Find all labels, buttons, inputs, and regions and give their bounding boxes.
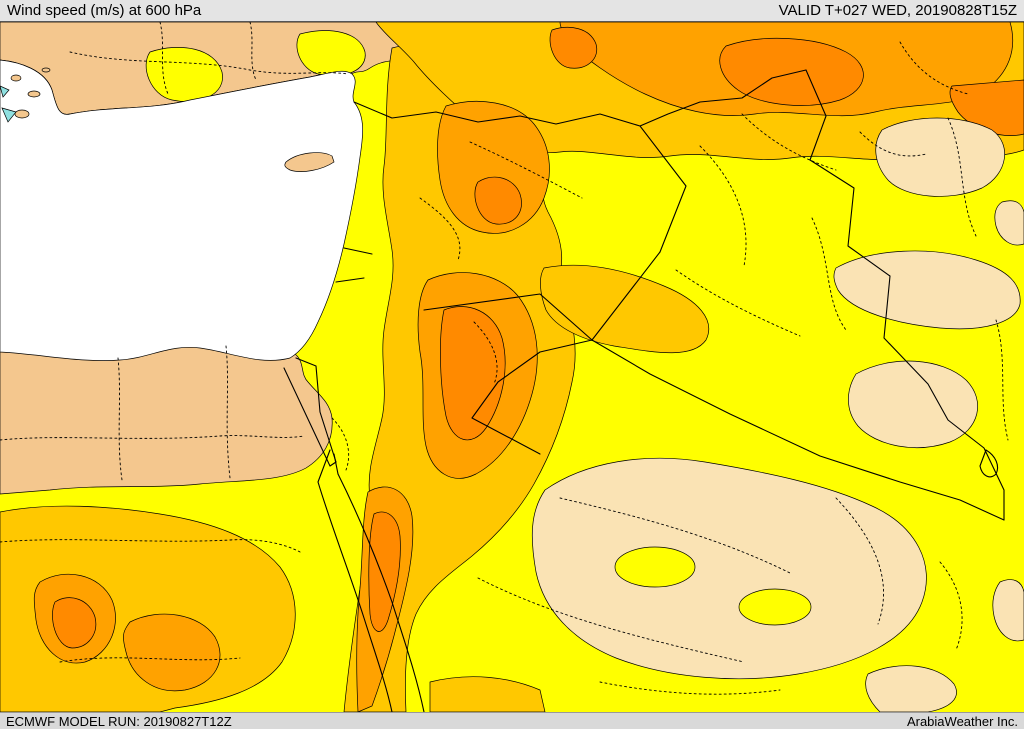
region-turkey-yellow-patch	[145, 47, 223, 102]
region-saudi-yellow-hole	[614, 546, 696, 588]
attribution-label: ArabiaWeather Inc.	[906, 713, 1018, 729]
region-cream-patch	[994, 200, 1024, 246]
admin-boundary-line	[419, 197, 461, 261]
admin-boundary-line	[559, 497, 793, 575]
border-lebanon-south	[335, 277, 365, 283]
region-cream-patch	[848, 360, 978, 448]
admin-boundary-line	[947, 117, 977, 237]
border-syria-jordan	[423, 293, 593, 341]
region-cream-patch	[875, 117, 1005, 197]
border-egypt-israel	[283, 367, 337, 467]
page-title: Wind speed (m/s) at 600 hPa	[7, 2, 202, 19]
aegean-island	[41, 67, 51, 73]
admin-boundary-line	[117, 357, 123, 481]
admin-boundary-line	[249, 22, 257, 81]
border-iraq-saudi	[591, 339, 1005, 521]
region-egypt-pale	[0, 342, 333, 495]
aegean-island	[10, 74, 22, 82]
admin-boundary-line	[0, 539, 301, 553]
wind-speed-map	[0, 22, 1024, 712]
region-top-deep-orange	[549, 27, 598, 69]
admin-boundary-line	[477, 577, 745, 663]
aegean-island	[27, 90, 41, 98]
admin-boundary-line	[599, 681, 781, 695]
admin-boundary-line	[225, 345, 231, 479]
map-footer: ECMWF MODEL RUN: 20190827T12Z ArabiaWeat…	[0, 712, 1024, 729]
region-bottom-gold-sliver	[429, 676, 546, 712]
border-syria-iraq	[639, 125, 687, 253]
region-cyprus	[284, 152, 335, 172]
aegean-island	[14, 109, 30, 119]
region-cream-patch	[833, 250, 1021, 330]
region-cream-patch	[865, 665, 957, 712]
region-cream-patch	[992, 579, 1024, 642]
region-jordan-deep-orange	[440, 306, 506, 441]
border-turkey-syria	[353, 69, 807, 127]
coast-gulf-of-aqaba	[333, 453, 339, 475]
wind-contour-svg	[0, 22, 1024, 712]
border-kuwait	[979, 449, 999, 478]
admin-boundary-line	[69, 51, 349, 75]
region-iraq-gold-wedge	[540, 264, 710, 354]
admin-boundary-line	[939, 561, 963, 651]
admin-boundary-line	[469, 141, 583, 199]
border-jordan-saudi	[471, 339, 593, 455]
border-lebanon-north	[343, 247, 373, 255]
admin-boundary-line	[995, 319, 1009, 441]
region-redsea-deep-orange	[368, 511, 401, 632]
coast-redsea-east	[337, 473, 425, 712]
admin-boundary-line	[0, 435, 305, 441]
admin-boundary-line	[675, 269, 801, 337]
region-saudi-cream	[531, 457, 927, 680]
region-cyan-speck	[1, 107, 17, 123]
valid-time-label: VALID T+027 WED, 20190828T15Z	[778, 2, 1017, 19]
coast-redsea-west	[317, 481, 393, 712]
admin-boundary-line	[741, 113, 837, 171]
region-saudi-yellow-hole	[738, 588, 812, 626]
border-jordan-iraq	[591, 251, 661, 341]
admin-boundary-line	[473, 321, 498, 385]
admin-boundary-line	[859, 131, 927, 157]
admin-boundary-line	[699, 145, 747, 267]
admin-boundary-line	[811, 217, 847, 331]
region-mediterranean-white	[0, 59, 363, 361]
border-iran	[805, 69, 1005, 521]
contour-fill-layer	[0, 22, 1024, 712]
region-turkey-yellow-patch	[296, 30, 366, 77]
model-run-label: ECMWF MODEL RUN: 20190827T12Z	[6, 713, 232, 729]
map-header: Wind speed (m/s) at 600 hPa VALID T+027 …	[0, 0, 1024, 22]
admin-boundary-line	[331, 417, 350, 471]
admin-boundary-line	[59, 657, 241, 663]
admin-boundary-layer	[0, 22, 1009, 695]
country-border-layer	[283, 69, 1005, 712]
admin-boundary-line	[159, 22, 169, 95]
region-cyan-speck	[0, 85, 10, 98]
admin-boundary-line	[835, 497, 884, 625]
coast-gulf-of-suez	[317, 449, 331, 483]
border-jordan-valley	[295, 357, 337, 463]
region-bottomleft-orange	[123, 613, 221, 692]
region-bottomleft-deep-orange	[52, 597, 97, 649]
region-syria-deep-orange	[474, 176, 522, 225]
